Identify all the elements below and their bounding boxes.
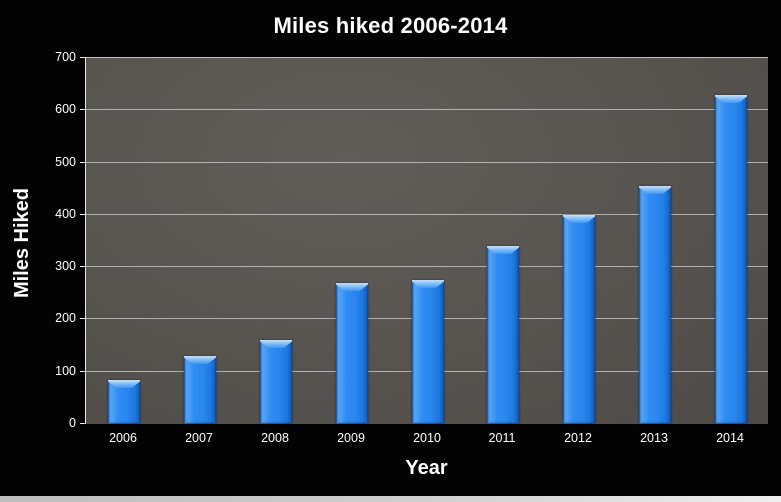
y-tickmark-100 [80,371,86,372]
x-tick-label-2014: 2014 [716,431,744,445]
chart-title: Miles hiked 2006-2014 [273,13,508,38]
x-axis-title: Year [405,457,448,479]
bar-2010 [412,280,444,424]
x-tick-label-2010: 2010 [413,431,441,445]
y-tick-label-300: 300 [55,259,76,273]
y-tick-label-200: 200 [55,311,76,325]
x-tick-label-2009: 2009 [337,431,365,445]
gridline-700 [86,57,768,58]
plot-area [80,57,768,424]
x-tick-label-2007: 2007 [185,431,213,445]
y-tickmark-0 [80,423,86,424]
y-tickmark-700 [80,57,86,58]
bar-2008 [260,340,292,424]
y-tick-label-400: 400 [55,207,76,221]
bar-2009 [336,283,368,424]
y-tick-label-500: 500 [55,155,76,169]
y-tick-label-0: 0 [69,416,76,430]
bar-2014 [715,95,747,424]
bar-2006 [108,380,140,424]
bar-2007 [184,356,216,424]
y-tick-label-100: 100 [55,364,76,378]
page-background-strip [0,496,781,502]
gridline-300 [86,266,768,267]
x-tick-label-2013: 2013 [640,431,668,445]
x-tick-label-2011: 2011 [488,431,516,445]
y-tickmark-200 [80,318,86,319]
gridline-600 [86,109,768,110]
bar-2013 [639,186,671,424]
y-tickmark-500 [80,162,86,163]
x-tick-label-2006: 2006 [109,431,137,445]
y-tick-label-700: 700 [55,50,76,64]
bar-2012 [563,215,595,424]
x-tick-label-2008: 2008 [261,431,289,445]
bar-2011 [487,246,519,424]
x-tick-label-2012: 2012 [564,431,592,445]
gridline-400 [86,214,768,215]
y-tick-label-600: 600 [55,102,76,116]
gridline-500 [86,162,768,163]
y-tickmark-300 [80,266,86,267]
y-tickmark-400 [80,214,86,215]
y-tickmark-600 [80,109,86,110]
